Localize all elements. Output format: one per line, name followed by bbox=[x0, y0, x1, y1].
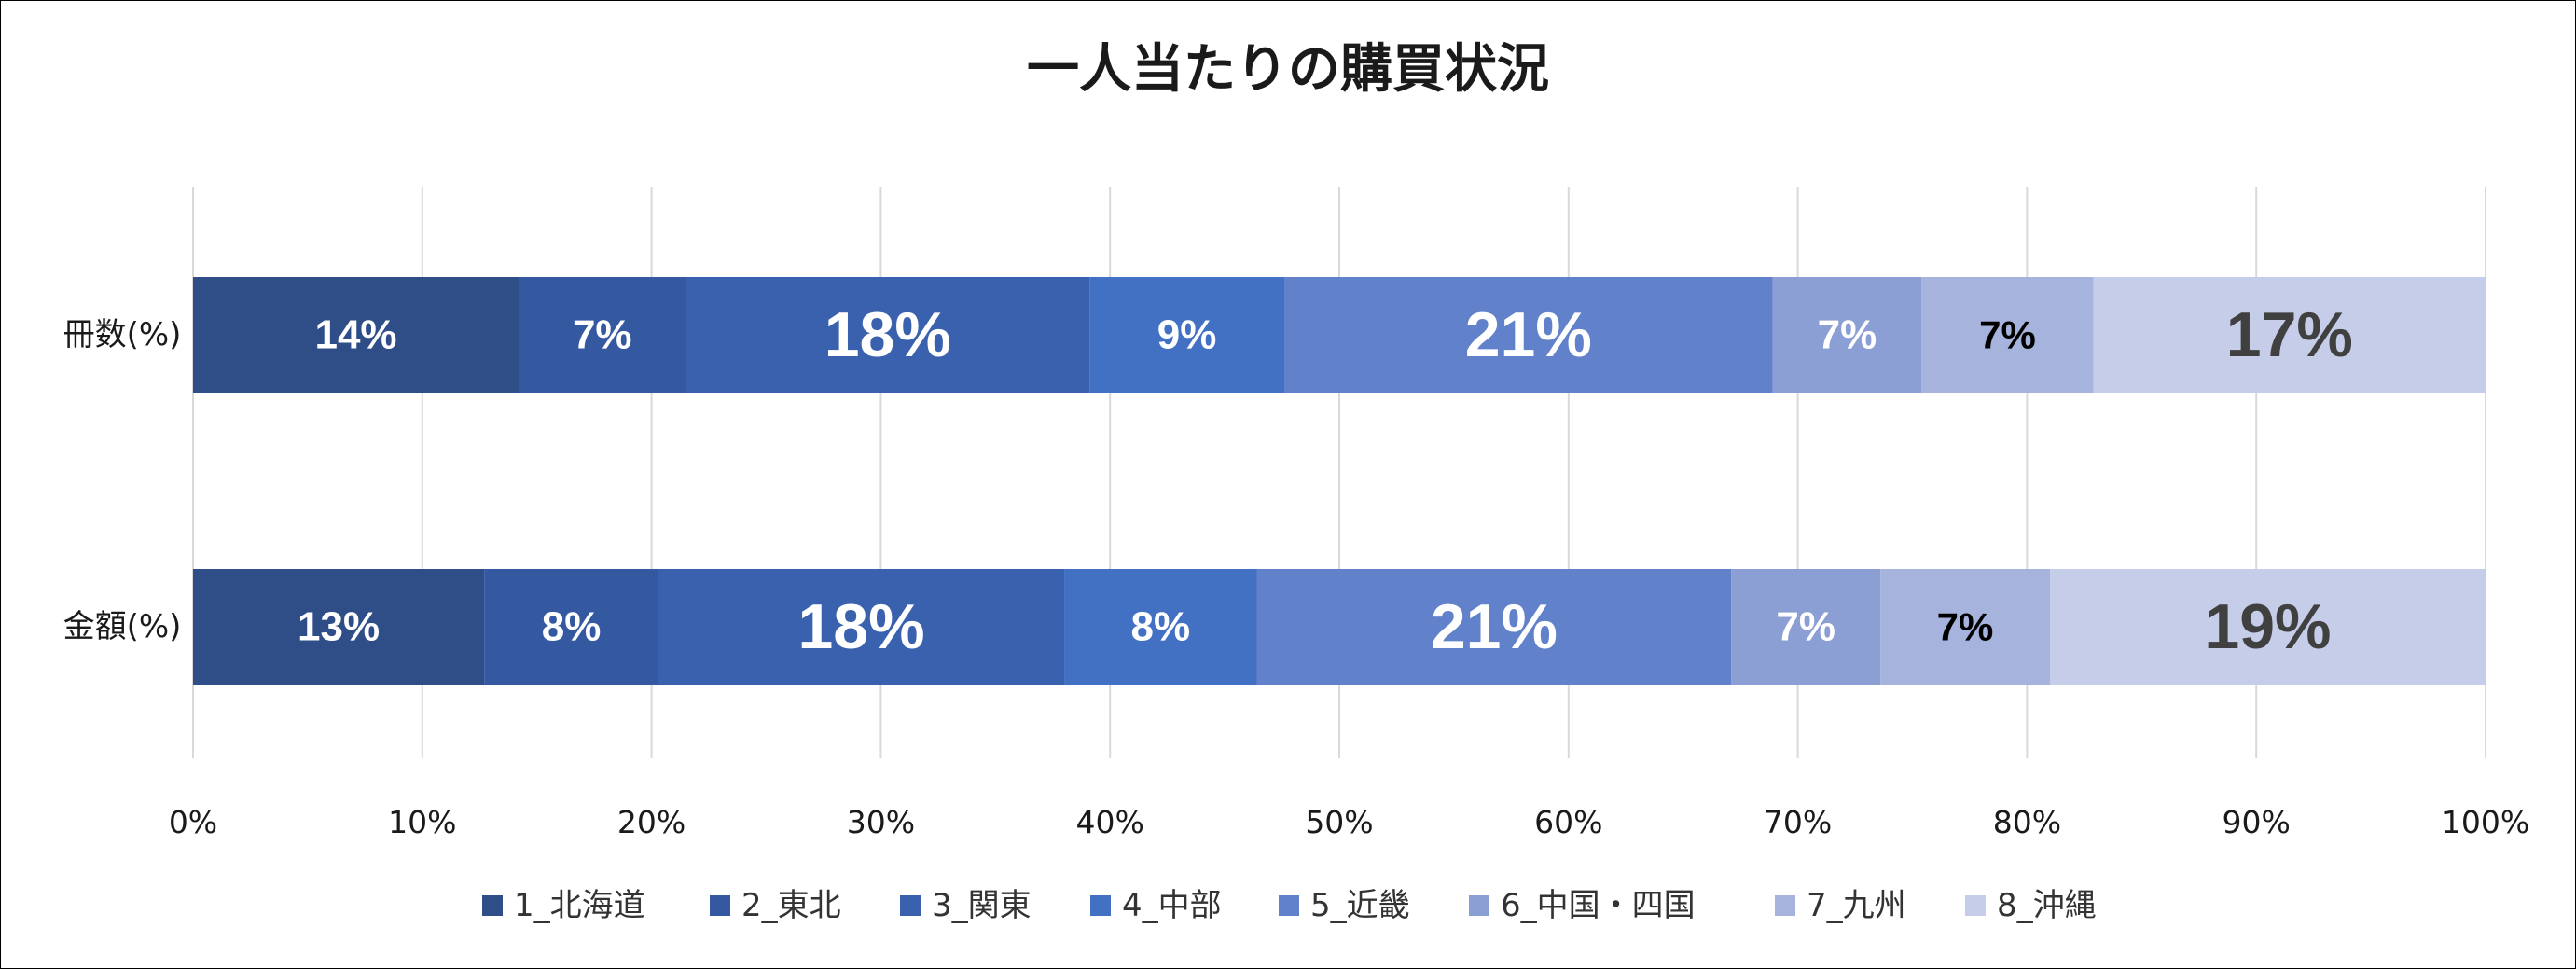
x-tick-label: 30% bbox=[847, 804, 915, 840]
bar-segment bbox=[1089, 277, 1285, 393]
x-tick-label: 40% bbox=[1076, 804, 1144, 840]
category-label: 金額(%) bbox=[63, 608, 182, 645]
legend-swatch bbox=[900, 895, 921, 916]
bar-segment bbox=[1731, 569, 1881, 685]
bars bbox=[193, 277, 2486, 685]
legend: 1_北海道 2_東北 3_関東 4_中部 5_近畿 6_中国・四国 7_九州 8_沖縄 bbox=[482, 887, 2097, 924]
x-axis: 0% 10% 20% 30% 40% 50% 60% 70% 80% 90% 100% bbox=[169, 804, 2529, 840]
bar-segment bbox=[2093, 277, 2486, 393]
bar-segment bbox=[193, 569, 485, 685]
legend-swatch bbox=[1965, 895, 1986, 916]
category-label: 冊数(%) bbox=[63, 316, 182, 353]
data-label: 7% bbox=[573, 312, 632, 358]
data-label: 13% bbox=[298, 604, 380, 650]
x-tick-label: 50% bbox=[1305, 804, 1373, 840]
bar-segment bbox=[686, 277, 1090, 393]
data-label: 14% bbox=[314, 312, 396, 358]
data-label: 18% bbox=[797, 591, 924, 662]
x-tick-label: 70% bbox=[1764, 804, 1832, 840]
legend-label: 8_沖縄 bbox=[1997, 887, 2097, 924]
legend-label: 1_北海道 bbox=[514, 887, 645, 924]
legend-label: 4_中部 bbox=[1122, 887, 1222, 924]
legend-label: 7_九州 bbox=[1807, 887, 1906, 924]
data-labels: 14% 7% 18% 9% 21% 7% 7% 17% 13% 8% 18% 8% 21% 7% 7% 19% bbox=[298, 299, 2353, 662]
x-tick-label: 80% bbox=[1993, 804, 2061, 840]
bar-segment bbox=[519, 277, 686, 393]
chart-title: 一人当たりの購買状況 bbox=[1027, 39, 1549, 100]
x-tick-label: 60% bbox=[1534, 804, 1602, 840]
bar-segment bbox=[2049, 569, 2486, 685]
legend-swatch bbox=[1279, 895, 1299, 916]
bar-segment bbox=[1880, 569, 2050, 685]
legend-swatch bbox=[482, 895, 503, 916]
legend-swatch bbox=[1775, 895, 1795, 916]
legend-label: 2_東北 bbox=[741, 887, 841, 924]
x-tick-label: 10% bbox=[388, 804, 456, 840]
data-label: 21% bbox=[1431, 591, 1558, 662]
data-label: 9% bbox=[1157, 312, 1217, 358]
data-label: 17% bbox=[2226, 299, 2353, 370]
legend-swatch bbox=[1090, 895, 1111, 916]
x-tick-label: 0% bbox=[169, 804, 217, 840]
legend-swatch bbox=[1469, 895, 1489, 916]
bar-segment bbox=[1284, 277, 1773, 393]
bar-segment bbox=[484, 569, 658, 685]
data-label: 21% bbox=[1465, 299, 1592, 370]
data-label: 7% bbox=[1818, 312, 1877, 358]
data-label: 7% bbox=[1979, 313, 2036, 357]
data-label: 8% bbox=[542, 604, 602, 650]
data-label: 8% bbox=[1130, 604, 1190, 650]
x-tick-label: 100% bbox=[2442, 804, 2529, 840]
legend-label: 3_関東 bbox=[932, 887, 1032, 924]
data-label: 18% bbox=[824, 299, 951, 370]
bar-segment bbox=[1921, 277, 2094, 393]
data-label: 7% bbox=[1937, 605, 1994, 649]
data-label: 7% bbox=[1776, 604, 1835, 650]
bar-segment bbox=[1064, 569, 1257, 685]
bar-segment bbox=[1256, 569, 1732, 685]
bar-segment bbox=[193, 277, 519, 393]
legend-label: 5_近畿 bbox=[1310, 887, 1410, 924]
data-label: 19% bbox=[2204, 591, 2331, 662]
bar-segment bbox=[658, 569, 1065, 685]
legend-swatch bbox=[710, 895, 730, 916]
x-tick-label: 90% bbox=[2223, 804, 2291, 840]
legend-label: 6_中国・四国 bbox=[1501, 887, 1696, 924]
x-tick-label: 20% bbox=[617, 804, 686, 840]
y-axis: 冊数(%) 金額(%) bbox=[63, 316, 182, 645]
bar-segment bbox=[1772, 277, 1922, 393]
